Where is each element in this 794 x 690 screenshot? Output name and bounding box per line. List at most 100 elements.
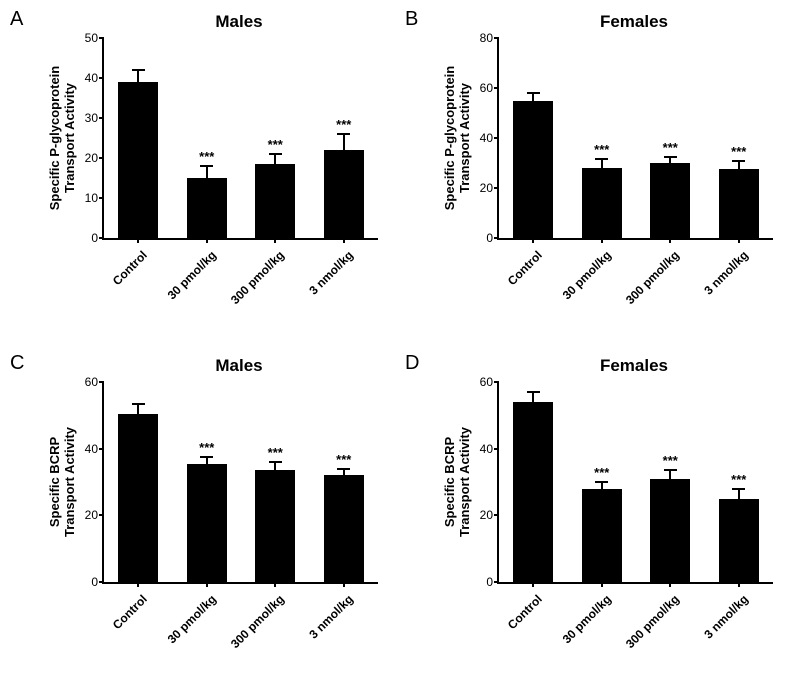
error-cap xyxy=(132,403,145,405)
plot-area: 01020304050********* xyxy=(102,38,378,240)
significance-marker: *** xyxy=(268,137,283,152)
significance-marker: *** xyxy=(731,144,746,159)
ytick-label: 10 xyxy=(85,191,98,205)
ytick-label: 0 xyxy=(486,575,493,589)
error-cap xyxy=(732,488,745,490)
xtick-label: 300 pmol/kg xyxy=(602,592,683,673)
bar xyxy=(582,489,622,582)
xtick-mark xyxy=(532,582,534,587)
xtick-label: 300 pmol/kg xyxy=(207,592,288,673)
ytick-mark xyxy=(99,381,104,383)
error-bar xyxy=(343,469,345,476)
error-bar xyxy=(601,482,603,489)
ytick-mark xyxy=(99,237,104,239)
panel-A: AMales01020304050*********Specific P-gly… xyxy=(10,8,390,338)
xtick-mark xyxy=(669,238,671,243)
ytick-mark xyxy=(494,137,499,139)
panel-B: BFemales020406080*********Specific P-gly… xyxy=(405,8,785,338)
ytick-label: 30 xyxy=(85,111,98,125)
error-bar xyxy=(532,93,534,101)
significance-marker: *** xyxy=(199,440,214,455)
error-bar xyxy=(738,489,740,499)
error-cap xyxy=(337,468,350,470)
significance-marker: *** xyxy=(594,142,609,157)
ytick-label: 60 xyxy=(480,375,493,389)
ytick-label: 40 xyxy=(480,131,493,145)
ytick-mark xyxy=(99,448,104,450)
panel-label: D xyxy=(405,352,419,375)
ytick-mark xyxy=(494,581,499,583)
error-bar xyxy=(738,161,740,170)
error-bar xyxy=(274,154,276,164)
error-bar xyxy=(206,457,208,464)
significance-marker: *** xyxy=(731,472,746,487)
panel-C: CMales0204060*********Specific BCRPTrans… xyxy=(10,352,390,682)
xtick-mark xyxy=(532,238,534,243)
ytick-mark xyxy=(494,237,499,239)
ytick-label: 80 xyxy=(480,31,493,45)
error-bar xyxy=(274,462,276,470)
ytick-mark xyxy=(494,448,499,450)
xtick-mark xyxy=(601,582,603,587)
xtick-label: 3 nmol/kg xyxy=(670,248,751,329)
error-cap xyxy=(200,165,213,167)
y-axis-label: Specific BCRPTransport Activity xyxy=(442,382,472,582)
bar xyxy=(650,479,690,582)
xtick-mark xyxy=(343,582,345,587)
plot-area: 020406080********* xyxy=(497,38,773,240)
bar xyxy=(187,464,227,582)
ytick-mark xyxy=(99,77,104,79)
bar xyxy=(719,169,759,238)
ytick-label: 40 xyxy=(85,71,98,85)
error-cap xyxy=(595,158,608,160)
ytick-label: 0 xyxy=(486,231,493,245)
y-axis-label: Specific P-glycoproteinTransport Activit… xyxy=(47,38,77,238)
bar xyxy=(187,178,227,238)
ytick-mark xyxy=(99,157,104,159)
ytick-mark xyxy=(99,581,104,583)
error-cap xyxy=(595,481,608,483)
bar xyxy=(324,475,364,582)
error-bar xyxy=(669,470,671,478)
xtick-label: 3 nmol/kg xyxy=(275,248,356,329)
error-cap xyxy=(732,160,745,162)
bar xyxy=(719,499,759,582)
ytick-label: 60 xyxy=(480,81,493,95)
xtick-mark xyxy=(669,582,671,587)
panel-label: A xyxy=(10,8,23,31)
panel-title: Males xyxy=(102,356,376,376)
panel-D: DFemales0204060*********Specific BCRPTra… xyxy=(405,352,785,682)
xtick-label: 300 pmol/kg xyxy=(207,248,288,329)
xtick-label: 3 nmol/kg xyxy=(670,592,751,673)
y-axis-label: Specific P-glycoproteinTransport Activit… xyxy=(442,38,472,238)
error-bar xyxy=(206,166,208,178)
bar xyxy=(582,168,622,238)
bar xyxy=(118,82,158,238)
ytick-mark xyxy=(99,197,104,199)
xtick-mark xyxy=(738,238,740,243)
error-bar xyxy=(343,134,345,150)
ytick-mark xyxy=(494,37,499,39)
bar xyxy=(513,402,553,582)
xtick-mark xyxy=(274,582,276,587)
significance-marker: *** xyxy=(663,140,678,155)
error-cap xyxy=(664,156,677,158)
error-cap xyxy=(664,469,677,471)
error-cap xyxy=(337,133,350,135)
significance-marker: *** xyxy=(199,149,214,164)
panel-label: C xyxy=(10,352,24,375)
bar xyxy=(324,150,364,238)
error-cap xyxy=(527,92,540,94)
xtick-label: Control xyxy=(70,248,151,329)
ytick-mark xyxy=(494,87,499,89)
ytick-label: 20 xyxy=(85,508,98,522)
y-axis-label: Specific BCRPTransport Activity xyxy=(47,382,77,582)
bar xyxy=(255,164,295,238)
error-cap xyxy=(200,456,213,458)
xtick-label: Control xyxy=(465,592,546,673)
significance-marker: *** xyxy=(336,117,351,132)
error-bar xyxy=(137,404,139,414)
significance-marker: *** xyxy=(594,465,609,480)
xtick-mark xyxy=(343,238,345,243)
ytick-label: 20 xyxy=(480,508,493,522)
